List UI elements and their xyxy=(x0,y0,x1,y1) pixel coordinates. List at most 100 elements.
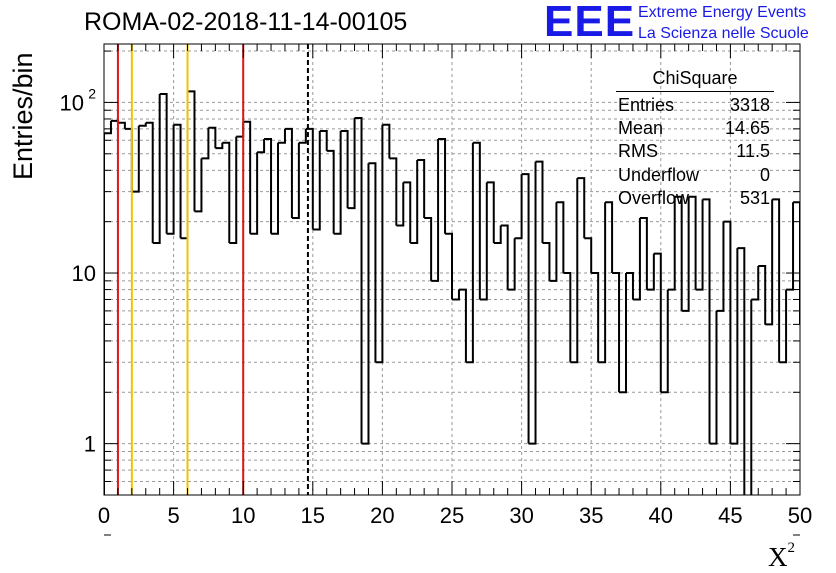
x-tick-label: 40 xyxy=(649,503,673,528)
histogram-bins xyxy=(104,90,835,495)
histogram-bin xyxy=(479,182,488,301)
histogram-bin xyxy=(535,160,544,243)
histogram-bin xyxy=(486,181,495,243)
histogram-bin xyxy=(500,224,509,290)
histogram-bin xyxy=(751,265,760,301)
histogram-bin xyxy=(410,159,419,244)
histogram-bin xyxy=(591,272,600,363)
histogram-bin xyxy=(152,94,161,244)
histogram-bin xyxy=(180,91,189,240)
x-tick-label: 5 xyxy=(167,503,179,528)
histogram-bin xyxy=(828,202,835,259)
histogram-bin xyxy=(570,178,579,364)
histogram-bin xyxy=(243,120,252,234)
histogram-bin xyxy=(305,127,314,230)
histogram-bin xyxy=(319,129,328,151)
histogram-bin xyxy=(723,220,732,444)
histogram-bin xyxy=(681,196,690,312)
histogram-bin xyxy=(215,142,224,150)
y-tick-label: 10 xyxy=(60,90,84,115)
histogram-bin xyxy=(298,128,307,144)
stats-label: Underflow xyxy=(618,164,700,185)
histogram-bin xyxy=(333,130,342,235)
histogram-bin xyxy=(110,119,119,123)
stats-divider xyxy=(616,91,774,92)
histogram-bin xyxy=(653,252,662,393)
histogram-bin xyxy=(438,138,447,234)
histogram-bin xyxy=(361,163,370,445)
histogram-bin xyxy=(131,125,140,193)
histogram-bin xyxy=(765,199,774,326)
histogram-bin xyxy=(201,127,210,160)
stats-value: 0 xyxy=(759,164,770,185)
histogram-bin xyxy=(138,122,147,127)
x-axis-label-base: X xyxy=(768,542,788,572)
histogram-bin xyxy=(375,124,384,364)
histogram-bin xyxy=(542,241,551,281)
histogram-bin xyxy=(312,130,321,231)
histogram-bin xyxy=(445,232,453,300)
histogram-bin xyxy=(626,272,634,300)
stats-value: 531 xyxy=(739,187,770,208)
histogram-bin xyxy=(194,158,203,213)
x-tick-label: 45 xyxy=(718,503,742,528)
histogram-bin xyxy=(821,202,828,289)
histogram-bin xyxy=(472,141,481,300)
y-axis-label: Entries/bin xyxy=(8,52,38,180)
histogram-bin xyxy=(786,202,795,291)
histogram-bin xyxy=(347,118,356,210)
histogram-bin xyxy=(173,123,182,239)
histogram-bin xyxy=(660,289,669,394)
histogram-bin xyxy=(750,299,753,495)
stats-value: 11.5 xyxy=(736,141,770,162)
histogram-bin xyxy=(793,201,800,325)
x-axis-label-superscript: 2 xyxy=(787,540,796,556)
histogram-bin xyxy=(278,128,286,144)
histogram-bin xyxy=(528,161,537,445)
logo-line-1: Extreme Energy Events xyxy=(638,4,807,21)
histogram-bin xyxy=(389,157,398,226)
stats-value: 3318 xyxy=(729,95,770,115)
histogram-bin xyxy=(730,248,739,445)
y-tick-label: 10 xyxy=(72,261,96,286)
histogram-bin xyxy=(521,173,530,444)
y-tick-label-exponent: 2 xyxy=(88,85,96,101)
histogram-bin xyxy=(124,127,133,192)
stats-label: Entries xyxy=(618,95,675,115)
stats-row-entries: Entries 3318 xyxy=(612,94,778,117)
histogram-bin xyxy=(452,289,460,301)
x-tick-label: 20 xyxy=(370,503,394,528)
histogram-bin xyxy=(584,237,593,274)
histogram-bin xyxy=(431,139,440,282)
histogram-bin xyxy=(417,158,426,219)
histogram-bin xyxy=(709,310,718,445)
x-tick-label: 15 xyxy=(301,503,325,528)
histogram-bin xyxy=(514,174,523,240)
stats-row-rms: RMS 11.5 xyxy=(612,140,778,163)
x-tick-label: 35 xyxy=(579,503,603,528)
histogram-bin xyxy=(598,202,607,364)
histogram-bin xyxy=(271,142,279,235)
histogram-bin xyxy=(619,273,627,394)
logo-line-2: La Scienza nelle Scuole xyxy=(638,25,809,42)
eee-logo: EEE Extreme Energy Events La Scienza nel… xyxy=(544,0,834,46)
histogram-bin xyxy=(354,117,363,444)
x-tick-label: 30 xyxy=(509,503,533,528)
histogram-bin xyxy=(605,201,614,274)
histogram-bin xyxy=(166,124,175,235)
histogram-bin xyxy=(772,198,781,363)
histogram-bin xyxy=(104,120,112,495)
histogram-bin xyxy=(368,162,377,363)
x-tick-label: 10 xyxy=(231,503,255,528)
histogram-bin xyxy=(800,324,807,362)
eee-logo-mark: EEE xyxy=(544,0,636,46)
histogram-bin xyxy=(612,272,621,393)
stats-box: ChiSquare Entries 3318 Mean 14.65 RMS 11.5 … xyxy=(612,68,778,210)
plot-title: ROMA-02-2018-11-14-00105 xyxy=(84,8,408,36)
stats-label: RMS xyxy=(618,141,658,162)
y-tick-label: 1 xyxy=(84,432,96,457)
stats-label: Mean xyxy=(618,118,664,139)
histogram-bin xyxy=(563,272,572,363)
stats-value: 14.65 xyxy=(724,118,770,139)
histogram-bin xyxy=(737,247,746,495)
